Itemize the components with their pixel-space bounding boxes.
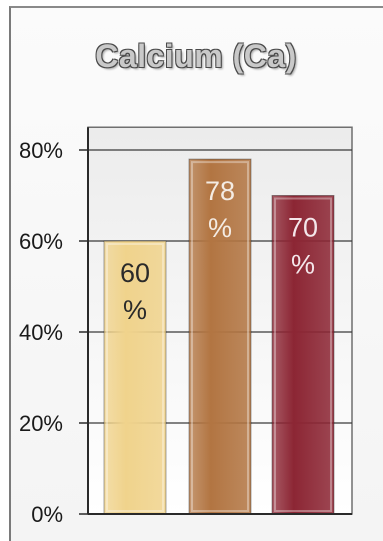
- y-tick-label: 0%: [31, 502, 63, 527]
- bar-value-label: 60: [120, 258, 150, 288]
- bar-bevel: [191, 161, 249, 512]
- y-tick-label: 60%: [19, 229, 63, 254]
- y-axis: 0% 20% 40% 60% 80%: [19, 127, 352, 527]
- y-tick-label: 80%: [19, 138, 63, 163]
- bar-value-unit: %: [208, 213, 232, 243]
- bar-value-unit: %: [291, 250, 315, 280]
- chart-title: Calcium (Ca): [95, 38, 297, 74]
- y-tick-label: 40%: [19, 320, 63, 345]
- bar-value-label: 70: [288, 213, 318, 243]
- bars: [103, 158, 335, 515]
- bar-bevel: [106, 243, 164, 512]
- bar-value-label: 78: [205, 176, 235, 206]
- bar-bevel: [274, 197, 332, 512]
- bar: [103, 240, 167, 515]
- y-tick-label: 20%: [19, 411, 63, 436]
- bar: [188, 158, 252, 515]
- bar-value-unit: %: [123, 295, 147, 325]
- bar: [271, 195, 335, 515]
- data-labels: 60% 78% 70%: [120, 176, 318, 325]
